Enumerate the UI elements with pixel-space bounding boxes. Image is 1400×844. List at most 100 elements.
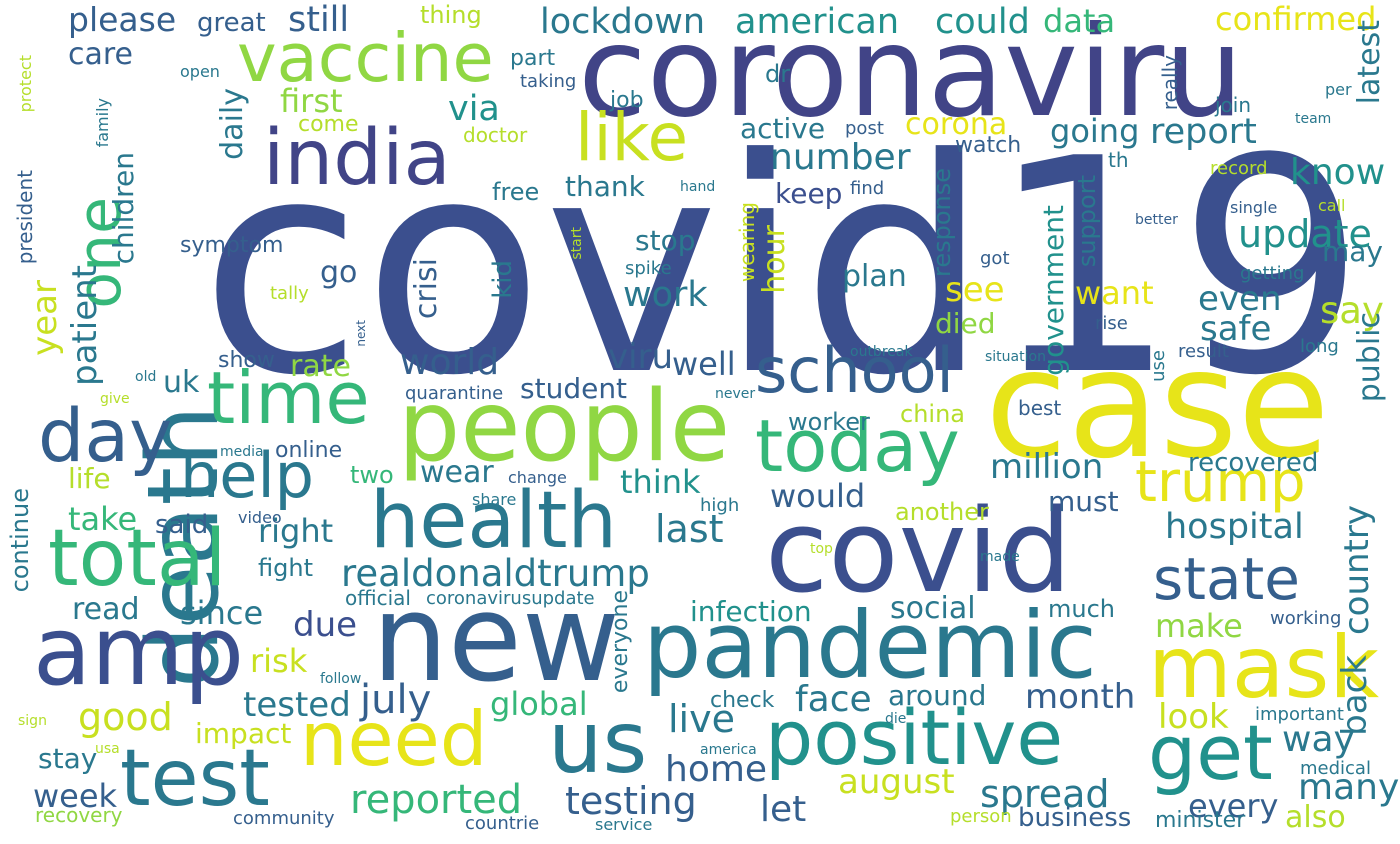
cloud-word-plan: plan <box>842 259 907 294</box>
cloud-word-support: support <box>1073 175 1101 268</box>
cloud-word-job: job <box>610 88 644 113</box>
cloud-word-pandemic: pandemic <box>643 592 1097 699</box>
cloud-word-month: month <box>1025 677 1136 717</box>
cloud-word-country: country <box>1337 505 1377 636</box>
cloud-word-world: world <box>400 342 500 383</box>
cloud-word-new: new <box>372 570 621 709</box>
cloud-word-must: must <box>1048 485 1119 518</box>
cloud-word-daily: daily <box>215 88 250 160</box>
cloud-word-join: join <box>1215 93 1252 117</box>
cloud-word-good: good <box>78 695 173 739</box>
cloud-word-state: state <box>1153 545 1300 613</box>
cloud-word-never: never <box>715 386 756 402</box>
cloud-word-thing: thing <box>420 1 482 29</box>
cloud-word-look: look <box>1158 697 1229 737</box>
cloud-word-call: call <box>1318 196 1346 215</box>
cloud-word-would: would <box>770 477 866 515</box>
cloud-word-say: say <box>1320 289 1384 332</box>
cloud-word-right: right <box>258 512 334 550</box>
cloud-word-better: better <box>1135 212 1178 228</box>
cloud-word-covid: covid <box>765 485 1072 619</box>
cloud-word-important: important <box>1255 704 1344 725</box>
cloud-word-old: old <box>135 369 157 385</box>
cloud-word-family: family <box>93 98 112 148</box>
cloud-word-person: person <box>950 806 1012 827</box>
cloud-word-even: even <box>1198 279 1282 319</box>
cloud-word-share: share <box>472 490 517 509</box>
cloud-word-testing: testing <box>565 779 697 823</box>
cloud-word-total: total <box>48 514 227 604</box>
cloud-word-coronavirusupdate: coronavirusupdate <box>426 588 595 609</box>
cloud-word-public: public <box>1352 312 1387 403</box>
cloud-word-open: open <box>180 62 220 81</box>
cloud-word-usa: usa <box>95 741 120 757</box>
cloud-word-risk: risk <box>250 642 308 680</box>
cloud-word-result: result <box>1178 341 1229 362</box>
cloud-word-going: going <box>1050 112 1140 150</box>
cloud-word-case: case <box>985 318 1330 492</box>
cloud-word-get: get <box>1148 708 1273 797</box>
cloud-word-watch: watch <box>955 133 1022 158</box>
cloud-word-time: time <box>207 356 370 440</box>
cloud-word-use: use <box>1148 350 1169 382</box>
cloud-word-recovered: recovered <box>1188 448 1319 478</box>
cloud-word-million: million <box>990 447 1104 487</box>
cloud-word-check: check <box>710 688 775 713</box>
cloud-word-next: next <box>354 320 368 347</box>
cloud-word-sign: sign <box>18 713 47 729</box>
cloud-word-fight: fight <box>258 554 313 582</box>
cloud-word-social: social <box>890 591 976 626</box>
cloud-word-us: us <box>548 693 648 793</box>
cloud-word-getting: getting <box>1240 263 1305 284</box>
cloud-word-protect: protect <box>16 55 35 113</box>
cloud-word-face: face <box>795 679 872 720</box>
cloud-word-covid19: covid19 <box>200 95 1366 440</box>
cloud-word-doctor: doctor <box>463 123 528 147</box>
cloud-word-per: per <box>1325 80 1352 99</box>
cloud-word-children: children <box>107 152 140 265</box>
cloud-word-spread: spread <box>980 772 1110 816</box>
cloud-word-today: today <box>755 404 960 488</box>
cloud-word-live: live <box>668 697 735 741</box>
cloud-word-day: day <box>38 394 173 479</box>
cloud-word-via: via <box>448 89 500 129</box>
cloud-word-worker: worker <box>788 408 870 436</box>
cloud-word-week: week <box>33 777 118 815</box>
cloud-word-hand: hand <box>680 179 716 195</box>
cloud-word-july: july <box>360 677 432 723</box>
cloud-word-infection: infection <box>690 595 812 628</box>
cloud-word-wearing: wearing <box>735 202 759 283</box>
cloud-word-america: america <box>700 742 757 758</box>
cloud-word-continue: continue <box>6 488 34 593</box>
cloud-word-coronaviru: coronaviru <box>578 0 1244 145</box>
cloud-word-trump: trump <box>1135 450 1306 515</box>
cloud-word-school: school <box>755 334 954 407</box>
cloud-word-die: die <box>885 711 907 727</box>
cloud-word-also: also <box>1285 800 1346 835</box>
cloud-word-stay: stay <box>38 742 98 775</box>
cloud-word-realdonaldtrump: realdonaldtrump <box>341 552 650 595</box>
cloud-word-high: high <box>700 495 740 516</box>
cloud-word-working: working <box>1270 608 1342 629</box>
cloud-word-rise: rise <box>1095 313 1128 334</box>
cloud-word-need: need <box>300 695 488 783</box>
cloud-word-kid: kid <box>488 260 518 299</box>
cloud-word-really: really <box>1158 55 1182 111</box>
cloud-word-patient: patient <box>65 265 105 386</box>
cloud-word-august: august <box>838 762 955 802</box>
cloud-word-since: since <box>180 594 264 632</box>
cloud-word-way: way <box>1282 719 1355 760</box>
cloud-word-year: year <box>25 280 65 356</box>
cloud-word-business: business <box>1018 803 1132 833</box>
cloud-word-hour: hour <box>757 225 792 294</box>
cloud-word-made: made <box>980 549 1020 565</box>
cloud-word-quarantine: quarantine <box>405 383 504 404</box>
cloud-word-latest: latest <box>1352 20 1387 105</box>
cloud-word-impact: impact <box>195 717 292 750</box>
cloud-word-service: service <box>595 815 653 834</box>
cloud-word-people: people <box>398 370 731 484</box>
cloud-word-situation: situation <box>985 349 1046 365</box>
cloud-word-start: start <box>569 227 585 260</box>
cloud-word-two: two <box>350 461 394 489</box>
